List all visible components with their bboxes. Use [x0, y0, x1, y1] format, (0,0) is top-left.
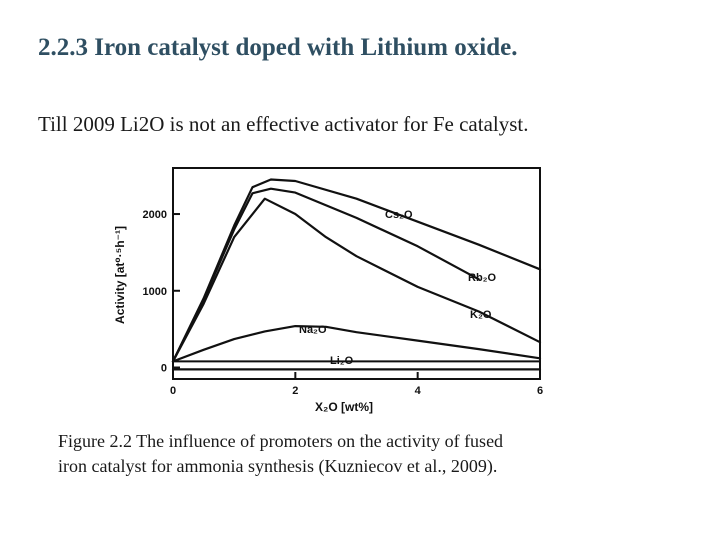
x-tick-label-0: 0: [170, 385, 176, 397]
series-label-1: Rb₂O: [468, 272, 497, 284]
series-label-4: Li₂O: [330, 355, 354, 367]
label-layer: Cs₂O Rb₂O K₂O Na₂O Li₂O: [299, 209, 497, 367]
x-tick-label-3: 6: [537, 385, 543, 397]
caption-line-2: iron catalyst for ammonia synthesis (Kuz…: [58, 456, 498, 476]
y-tick-label-1: 1000: [143, 286, 167, 298]
caption-line-1: Figure 2.2 The influence of promoters on…: [58, 431, 504, 451]
y-tick-label-0: 0: [161, 362, 167, 374]
y-tick-label-2: 2000: [143, 209, 167, 221]
x-axis-title: X₂O [wt%]: [315, 400, 373, 414]
series-line-1: [171, 187, 480, 363]
series-layer: [171, 178, 542, 371]
series-label-3: Na₂O: [299, 324, 327, 336]
slide-title: 2.2.3 Iron catalyst doped with Lithium o…: [38, 34, 518, 61]
series-line-0: [171, 178, 542, 363]
y-axis-title: Activity [at⁰·⁵h⁻¹]: [113, 226, 127, 324]
series-line-3: [171, 325, 542, 363]
series-label-0: Cs₂O: [385, 209, 413, 221]
x-tick-label-2: 4: [415, 385, 422, 397]
figure-caption: Figure 2.2 The influence of promoters on…: [58, 429, 698, 479]
tick-layer: 0 2 4 6 0 1000 2000: [143, 209, 544, 397]
x-tick-label-1: 2: [292, 385, 298, 397]
series-line-2: [171, 197, 542, 363]
slide-body-text: Till 2009 Li2O is not an effective activ…: [38, 112, 529, 136]
plot-frame: [172, 167, 541, 380]
series-label-2: K₂O: [470, 309, 492, 321]
